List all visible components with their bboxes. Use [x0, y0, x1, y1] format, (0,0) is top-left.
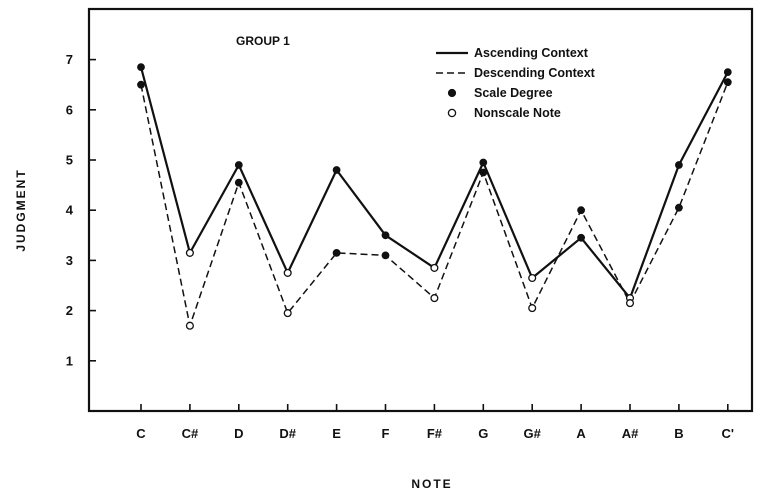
- plot-area-frame: [87, 7, 754, 413]
- x-tick-label: G: [478, 426, 488, 441]
- x-tick-label: G#: [524, 426, 542, 441]
- ascending-scale-degree-point: [577, 233, 585, 242]
- x-axis-title: NOTE: [411, 477, 452, 491]
- ascending-scale-degree-point: [234, 161, 243, 169]
- descending-scale-degree-point: [381, 251, 390, 260]
- x-tick-label: D#: [279, 426, 296, 441]
- ascending-scale-degree-point: [137, 63, 145, 71]
- x-tick-label: C': [722, 426, 734, 441]
- ascending-scale-degree-point: [381, 231, 390, 240]
- ascending-scale-degree-point: [332, 166, 341, 174]
- descending-scale-degree-point: [675, 203, 683, 212]
- descending-scale-degree-point: [234, 178, 243, 187]
- descending-nonscale-note-point: [528, 304, 537, 313]
- ascending-scale-degree-point: [723, 68, 732, 76]
- ascending-nonscale-note-point: [283, 268, 292, 277]
- ascending-scale-degree-point: [479, 158, 488, 167]
- x-tick-label: F: [382, 426, 390, 441]
- legend-label-nonscale-note: Nonscale Note: [474, 106, 561, 120]
- legend: Ascending Context Descending Context Sca…: [436, 46, 596, 120]
- y-tick-label: 3: [66, 253, 73, 268]
- y-tick-label: 2: [66, 303, 73, 318]
- ascending-nonscale-note-point: [430, 263, 439, 272]
- x-tick-label: B: [674, 426, 683, 441]
- legend-open-circle-symbol: [447, 108, 457, 118]
- descending-scale-degree-point: [332, 249, 341, 257]
- descending-context-line: [140, 81, 729, 327]
- y-tick-label: 7: [66, 52, 73, 67]
- legend-label-scale-degree: Scale Degree: [474, 86, 553, 100]
- x-tick-label: E: [332, 426, 341, 441]
- descending-scale-degree-point: [577, 206, 585, 215]
- descending-scale-degree-point: [723, 78, 732, 87]
- legend-filled-circle-symbol: [447, 88, 457, 98]
- descending-nonscale-note-point: [430, 294, 439, 303]
- x-tick-label: F#: [427, 426, 443, 441]
- y-axis-ticks: 1 2 3 4 5 6 7: [66, 52, 96, 368]
- descending-nonscale-note-point: [625, 299, 635, 308]
- x-tick-label: D: [234, 426, 243, 441]
- descending-scale-degree-point: [137, 80, 145, 89]
- chart-title: GROUP 1: [236, 34, 290, 48]
- ascending-nonscale-note-point: [185, 248, 194, 257]
- y-tick-label: 6: [66, 102, 73, 117]
- y-tick-label: 4: [66, 203, 74, 218]
- descending-nonscale-note-point: [283, 309, 292, 318]
- descending-scale-degree-point: [479, 168, 488, 177]
- ascending-nonscale-note-point: [528, 273, 537, 283]
- data-series: [137, 63, 732, 330]
- x-tick-label: C: [136, 426, 146, 441]
- ascending-scale-degree-point: [675, 161, 683, 169]
- y-tick-label: 1: [66, 353, 73, 368]
- legend-label-ascending: Ascending Context: [474, 46, 589, 60]
- x-tick-label: A#: [622, 426, 639, 441]
- x-tick-label: A: [576, 426, 586, 441]
- ascending-context-line: [139, 66, 729, 300]
- x-axis-ticks: C C# D D# E F F# G G# A A# B C': [136, 404, 734, 441]
- legend-label-descending: Descending Context: [474, 66, 596, 80]
- y-axis-title: JUDGMENT: [14, 168, 28, 251]
- descending-nonscale-note-point: [185, 321, 194, 330]
- y-tick-label: 5: [66, 153, 73, 168]
- x-tick-label: C#: [182, 426, 199, 441]
